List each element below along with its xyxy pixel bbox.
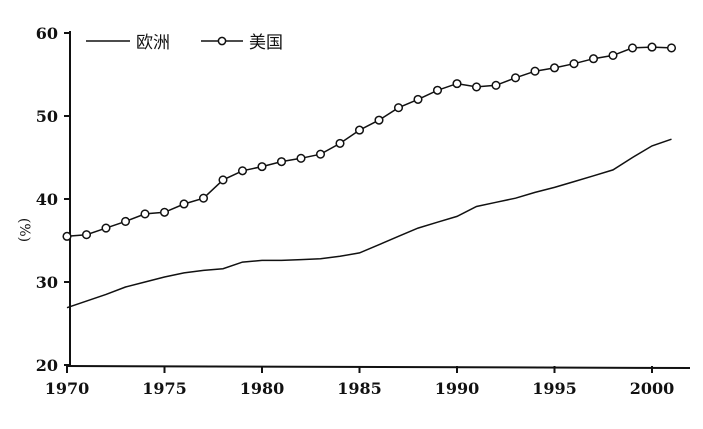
data-point-usa [120, 216, 131, 226]
x-tick-label: 2000 [630, 379, 675, 398]
x-tick-label: 1980 [240, 379, 285, 398]
series-group [62, 42, 677, 309]
data-point-usa [374, 115, 384, 125]
data-point-usa [315, 149, 326, 159]
data-point-usa [237, 166, 248, 176]
x-tick-label: 1990 [435, 379, 480, 398]
x-axis-line [65, 365, 691, 369]
y-tick-label: 50 [36, 107, 58, 126]
y-tick-label: 60 [36, 24, 58, 43]
data-point-usa [62, 231, 72, 241]
y-tick-label: 20 [36, 356, 58, 375]
x-tick-label: 1975 [142, 379, 187, 398]
data-point-usa [666, 43, 677, 53]
data-point-usa [588, 54, 599, 64]
data-point-usa [452, 79, 462, 89]
data-point-usa [101, 223, 111, 233]
data-point-usa [647, 42, 657, 52]
x-tick-label: 1970 [45, 379, 90, 398]
y-tick-label: 40 [36, 190, 58, 209]
data-point-usa [530, 66, 540, 76]
data-point-usa [354, 125, 365, 135]
data-point-usa [471, 82, 482, 92]
data-point-usa [140, 209, 150, 219]
x-tick-label: 1995 [532, 379, 577, 398]
data-point-usa [393, 103, 404, 113]
series-line-usa [66, 46, 672, 238]
data-point-usa [335, 138, 345, 148]
data-point-usa [549, 63, 560, 73]
data-point-usa [510, 73, 521, 83]
y-tick-label: 30 [36, 273, 58, 292]
data-point-usa [198, 193, 209, 203]
data-point-usa [413, 94, 423, 104]
x-tick-label: 1985 [337, 379, 382, 398]
data-point-usa [491, 80, 501, 90]
data-point-usa [276, 157, 287, 167]
data-point-usa [159, 207, 170, 217]
data-point-usa [179, 199, 189, 209]
legend-marker-usa [217, 36, 227, 46]
data-point-usa [432, 85, 443, 95]
data-point-usa [81, 230, 92, 240]
series-line-europe [66, 138, 672, 309]
data-point-usa [257, 162, 267, 172]
data-point-usa [569, 59, 579, 69]
y-axis-label: (%) [16, 218, 32, 242]
data-point-usa [627, 43, 638, 53]
legend: 欧洲 美国 [86, 33, 283, 53]
data-point-usa [296, 153, 306, 163]
legend-label-europe: 欧洲 [136, 33, 170, 53]
legend-label-usa: 美国 [249, 33, 283, 53]
axes: 20 30 40 50 60 1970 1975 1980 1985 1990 1995 2000 [36, 24, 691, 398]
data-point-usa [218, 175, 228, 185]
data-point-usa [608, 50, 618, 60]
